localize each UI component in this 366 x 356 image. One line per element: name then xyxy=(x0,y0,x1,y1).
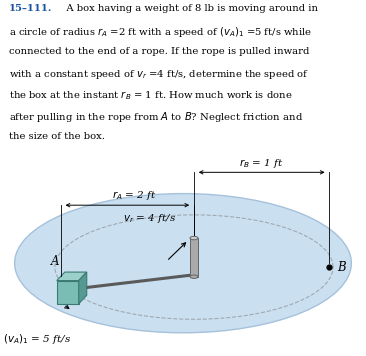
Polygon shape xyxy=(57,272,87,281)
Text: A box having a weight of 8 lb is moving around in: A box having a weight of 8 lb is moving … xyxy=(57,4,318,13)
Text: A: A xyxy=(51,255,59,268)
Polygon shape xyxy=(79,272,87,304)
Text: after pulling in the rope from $A$ to $B$? Neglect friction and: after pulling in the rope from $A$ to $B… xyxy=(9,110,303,124)
Text: $r_B$ = 1 ft: $r_B$ = 1 ft xyxy=(239,157,284,170)
Text: with a constant speed of $v_r$ =4 ft/s, determine the speed of: with a constant speed of $v_r$ =4 ft/s, … xyxy=(9,68,309,81)
Bar xyxy=(190,238,198,277)
Text: $v_r$ = 4 ft/s: $v_r$ = 4 ft/s xyxy=(123,212,176,225)
Text: a circle of radius $r_A$ =2 ft with a speed of $(v_A)_1$ =5 ft/s while: a circle of radius $r_A$ =2 ft with a sp… xyxy=(9,25,312,40)
Ellipse shape xyxy=(15,194,351,333)
Ellipse shape xyxy=(190,236,198,240)
Text: $r_A$ = 2 ft: $r_A$ = 2 ft xyxy=(112,189,156,202)
Text: B: B xyxy=(337,261,346,273)
Ellipse shape xyxy=(190,275,198,278)
Text: 15–111.: 15–111. xyxy=(9,4,53,13)
Text: the box at the instant $r_B$ = 1 ft. How much work is done: the box at the instant $r_B$ = 1 ft. How… xyxy=(9,89,293,102)
Text: the size of the box.: the size of the box. xyxy=(9,132,105,141)
Bar xyxy=(57,281,79,304)
Text: $(v_A)_1$ = 5 ft/s: $(v_A)_1$ = 5 ft/s xyxy=(3,331,71,346)
Text: connected to the end of a rope. If the rope is pulled inward: connected to the end of a rope. If the r… xyxy=(9,47,310,56)
